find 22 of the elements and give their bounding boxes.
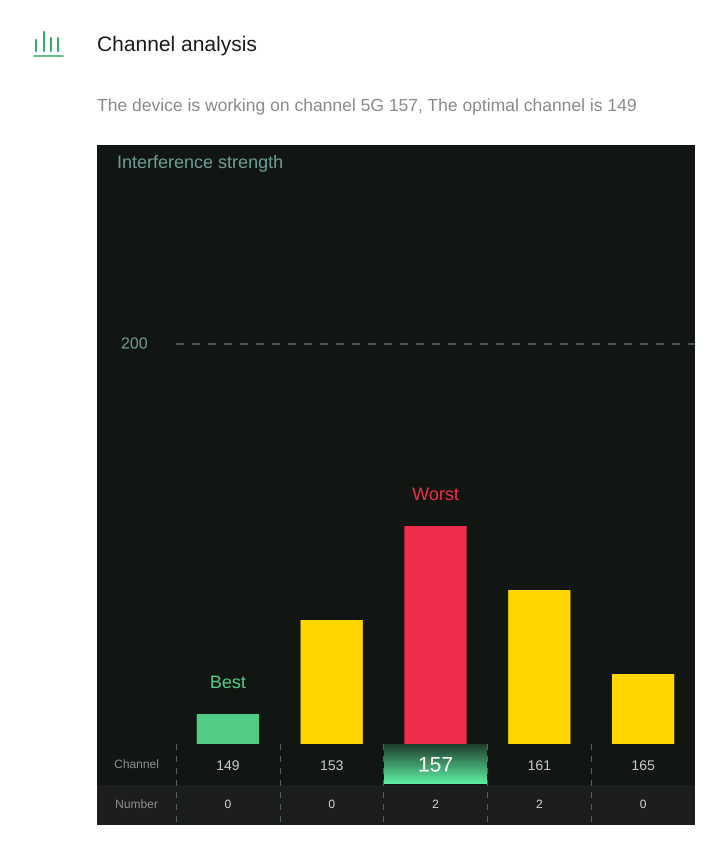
chart-title: Channel analysis [97,32,257,58]
text: 0 [328,797,336,811]
y-tick-label: 200 [121,336,148,352]
annotation: Worst [412,484,459,504]
chart-subtitle: The device is working on channel 5G 157, The optimal channel is 149 [97,94,637,117]
bar [612,674,674,744]
bar [300,620,363,744]
x-tick-label: 153 [320,757,344,773]
x-tick-label: 161 [528,757,552,773]
text: Number [115,797,158,811]
text: 0 [640,797,647,811]
text: Interference strength [117,152,284,172]
x-tick-label: 165 [631,757,655,773]
bar [508,590,570,744]
x-tick-label: 157 [418,754,454,776]
text: 0 [224,797,232,811]
x-tick-label: 149 [216,757,240,773]
text: 2 [432,797,440,811]
x-axis-title: Channel [114,757,159,771]
bar [196,714,260,744]
annotation: Best [210,672,246,692]
text: 2 [536,797,543,811]
